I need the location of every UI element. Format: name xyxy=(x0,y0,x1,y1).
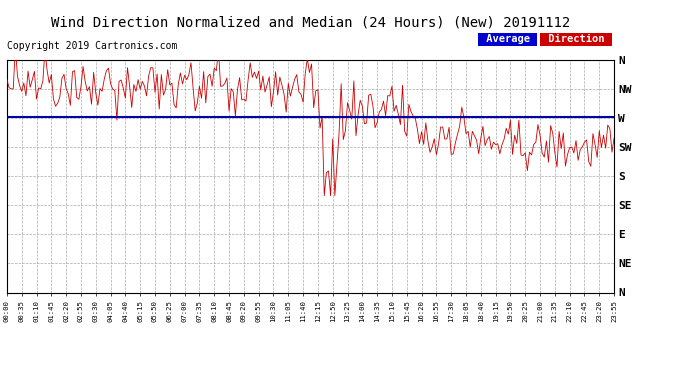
Text: Copyright 2019 Cartronics.com: Copyright 2019 Cartronics.com xyxy=(7,41,177,51)
Text: Wind Direction Normalized and Median (24 Hours) (New) 20191112: Wind Direction Normalized and Median (24… xyxy=(51,15,570,29)
Text: Average: Average xyxy=(480,34,536,44)
Text: Direction: Direction xyxy=(542,34,611,44)
